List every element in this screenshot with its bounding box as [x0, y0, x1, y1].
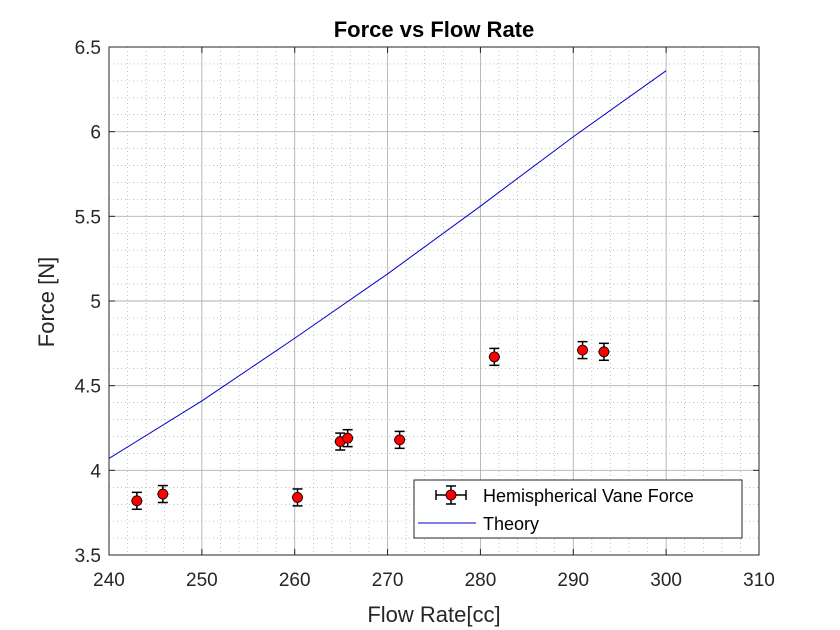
y-tick-label: 6	[90, 123, 101, 144]
x-tick-label: 290	[557, 570, 589, 591]
data-point	[394, 430, 406, 450]
legend-label-vane-force: Hemispherical Vane Force	[483, 486, 694, 506]
tick-marks	[108, 46, 760, 556]
y-tick-label: 6.5	[75, 38, 101, 59]
y-tick-label: 5	[90, 292, 101, 313]
data-point	[291, 488, 304, 507]
x-tick-label: 270	[372, 570, 404, 591]
x-axis-label: Flow Rate[cc]	[367, 602, 500, 627]
y-axis-label: Force [N]	[34, 257, 59, 347]
data-point	[342, 428, 354, 448]
x-tick-labels: 240 250 260 270 280 290 300 310	[93, 570, 775, 591]
legend-marker-errorbar	[435, 485, 467, 505]
data-marker	[342, 432, 354, 444]
x-tick-label: 300	[650, 570, 682, 591]
legend-label-theory: Theory	[483, 514, 539, 534]
data-marker	[488, 351, 500, 363]
data-point	[577, 340, 589, 360]
x-tick-label: 250	[186, 570, 218, 591]
y-tick-labels: 3.5 4 4.5 5 5.5 6 6.5	[75, 38, 102, 567]
series-layer	[108, 70, 667, 511]
data-marker	[577, 344, 588, 356]
data-point	[598, 342, 610, 362]
y-tick-label: 5.5	[75, 207, 101, 228]
legend: Hemispherical Vane Force Theory	[413, 479, 743, 539]
data-point	[488, 347, 500, 367]
x-tick-label: 260	[279, 570, 311, 591]
y-tick-label: 4.5	[75, 377, 101, 398]
y-tick-label: 3.5	[75, 546, 101, 567]
data-marker	[157, 488, 169, 500]
data-marker	[598, 346, 610, 358]
x-tick-label: 240	[93, 570, 125, 591]
x-tick-label: 310	[743, 570, 775, 591]
chart-title: Force vs Flow Rate	[334, 17, 535, 42]
legend-box	[413, 479, 743, 539]
y-tick-label: 4	[90, 461, 101, 482]
data-marker	[131, 495, 143, 507]
theory-line	[108, 70, 667, 459]
data-marker	[292, 492, 303, 503]
data-point	[157, 484, 169, 504]
data-marker	[394, 434, 406, 446]
x-tick-label: 280	[465, 570, 497, 591]
data-point	[131, 491, 143, 511]
